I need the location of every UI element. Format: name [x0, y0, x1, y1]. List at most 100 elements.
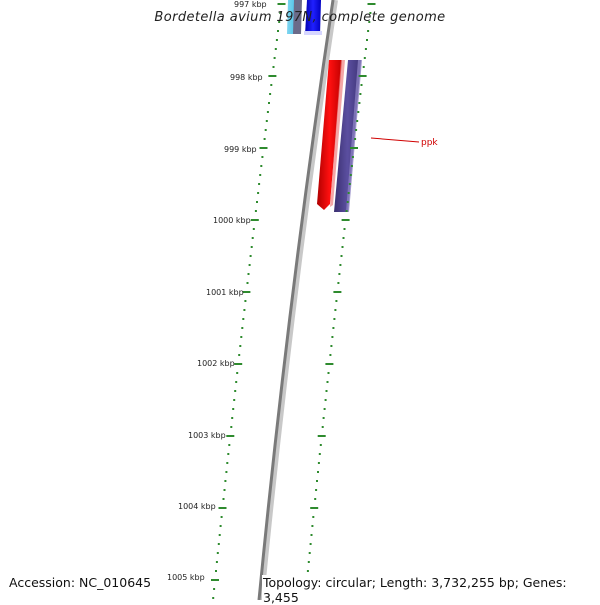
inner-ruler-major-tick: [211, 579, 219, 581]
map-title: Bordetella avium 197N, complete genome: [154, 10, 446, 25]
inner-ruler-dot: [234, 390, 237, 392]
feature-top-blue: [304, 0, 322, 35]
tick-label-1002: 1002 kbp: [197, 359, 235, 368]
outer-ruler-dot: [347, 192, 350, 194]
inner-ruler-dot: [250, 246, 253, 248]
outer-ruler-dot: [339, 264, 342, 266]
ruler-tick-labels: 997 kbp 998 kbp 999 kbp 1000 kbp 1001 kb…: [167, 0, 267, 582]
inner-ruler: [211, 3, 286, 599]
outer-ruler-major-tick: [358, 75, 367, 77]
inner-ruler-dot: [251, 237, 254, 239]
outer-ruler-dot: [359, 93, 362, 95]
inner-ruler-dot: [216, 552, 219, 554]
inner-ruler-dot: [238, 354, 241, 356]
inner-ruler-dot: [226, 462, 229, 464]
outer-ruler-major-tick: [350, 147, 358, 149]
outer-ruler-dot: [363, 57, 366, 59]
tick-label-997: 997 kbp: [234, 0, 267, 9]
outer-ruler-dot: [331, 336, 334, 338]
inner-ruler-dot: [270, 84, 273, 86]
inner-ruler-dot: [254, 210, 257, 212]
inner-ruler-dot: [230, 426, 233, 428]
inner-ruler-major-tick: [226, 435, 235, 437]
outer-ruler-dot: [369, 12, 372, 14]
outer-ruler-dot: [345, 210, 348, 212]
inner-ruler-dot: [225, 471, 228, 473]
inner-ruler-dot: [246, 282, 249, 284]
inner-ruler-dot: [231, 417, 234, 419]
inner-ruler-dot: [232, 408, 235, 410]
outer-ruler-dot: [360, 84, 363, 86]
outer-ruler-major-tick: [325, 363, 334, 365]
outer-ruler-major-tick: [367, 3, 376, 5]
outer-ruler-dot: [340, 255, 343, 257]
outer-ruler-dot: [354, 138, 357, 140]
inner-ruler-dot: [274, 48, 277, 50]
outer-ruler-dot: [335, 300, 338, 302]
outer-ruler-dot: [306, 570, 309, 572]
outer-ruler-dot: [311, 525, 314, 527]
outer-ruler-dot: [317, 462, 320, 464]
inner-ruler-dot: [257, 192, 260, 194]
outer-ruler-dot: [316, 480, 318, 482]
inner-ruler-dot: [264, 129, 267, 131]
inner-ruler-dot: [222, 498, 225, 500]
outer-ruler-dot: [348, 183, 351, 185]
inner-ruler-dot: [279, 12, 282, 14]
outer-ruler-dot: [321, 426, 324, 428]
inner-ruler-dot: [243, 309, 246, 311]
inner-ruler-dot: [265, 120, 268, 122]
inner-ruler-major-tick: [242, 291, 251, 293]
outer-ruler-dot: [343, 228, 346, 230]
outer-ruler-dot: [334, 309, 337, 311]
outer-ruler-dot: [332, 327, 335, 329]
inner-ruler-dot: [218, 534, 221, 536]
inner-ruler-dot: [239, 345, 242, 347]
outer-ruler-dot: [325, 390, 328, 392]
outer-ruler-dot: [318, 453, 321, 455]
inner-ruler-major-tick: [259, 147, 268, 149]
inner-ruler-dot: [213, 588, 216, 590]
inner-ruler-dot: [259, 174, 262, 176]
outer-ruler-dot: [355, 129, 358, 131]
outer-ruler-major-tick: [333, 291, 342, 293]
inner-ruler-dot: [220, 516, 223, 518]
inner-ruler-major-tick: [234, 363, 243, 365]
tick-label-1005: 1005 kbp: [167, 573, 205, 582]
inner-ruler-dot: [219, 525, 222, 527]
tick-label-1003: 1003 kbp: [188, 431, 226, 440]
inner-ruler-dot: [249, 255, 252, 257]
outer-ruler-dot: [323, 408, 326, 410]
outer-ruler-dot: [368, 21, 371, 23]
inner-ruler-dot: [272, 66, 275, 68]
inner-ruler-dot: [228, 444, 231, 446]
inner-ruler-dot: [215, 561, 218, 563]
outer-ruler-major-tick: [310, 507, 319, 509]
outer-ruler-dot: [333, 318, 336, 320]
feature-top-grey: [293, 0, 302, 34]
inner-ruler-dot: [248, 264, 251, 266]
inner-ruler-major-tick: [277, 3, 286, 5]
outer-ruler-dot: [315, 489, 318, 491]
inner-ruler-dot: [260, 165, 263, 167]
inner-ruler-dot: [244, 300, 247, 302]
inner-ruler-dot: [240, 336, 243, 338]
inner-ruler-dot: [227, 453, 230, 455]
outer-ruler-dot: [341, 246, 344, 248]
outer-ruler-dot: [364, 48, 367, 50]
inner-ruler-dot: [277, 30, 279, 32]
tick-label-1000: 1000 kbp: [213, 216, 251, 225]
inner-ruler-major-tick: [268, 75, 277, 77]
inner-ruler-dot: [235, 381, 238, 383]
outer-ruler-dot: [308, 552, 311, 554]
inner-ruler-dot: [273, 57, 276, 59]
inner-ruler-dot: [263, 138, 266, 140]
outer-ruler-dot: [309, 543, 312, 545]
outer-ruler-dot: [317, 471, 319, 473]
outer-ruler-dot: [346, 201, 349, 203]
outer-ruler-dot: [349, 174, 352, 176]
tick-label-1001: 1001 kbp: [206, 288, 244, 297]
inner-ruler-dot: [252, 228, 255, 230]
inner-ruler-dot: [275, 39, 278, 41]
outer-ruler-major-tick: [317, 435, 326, 437]
